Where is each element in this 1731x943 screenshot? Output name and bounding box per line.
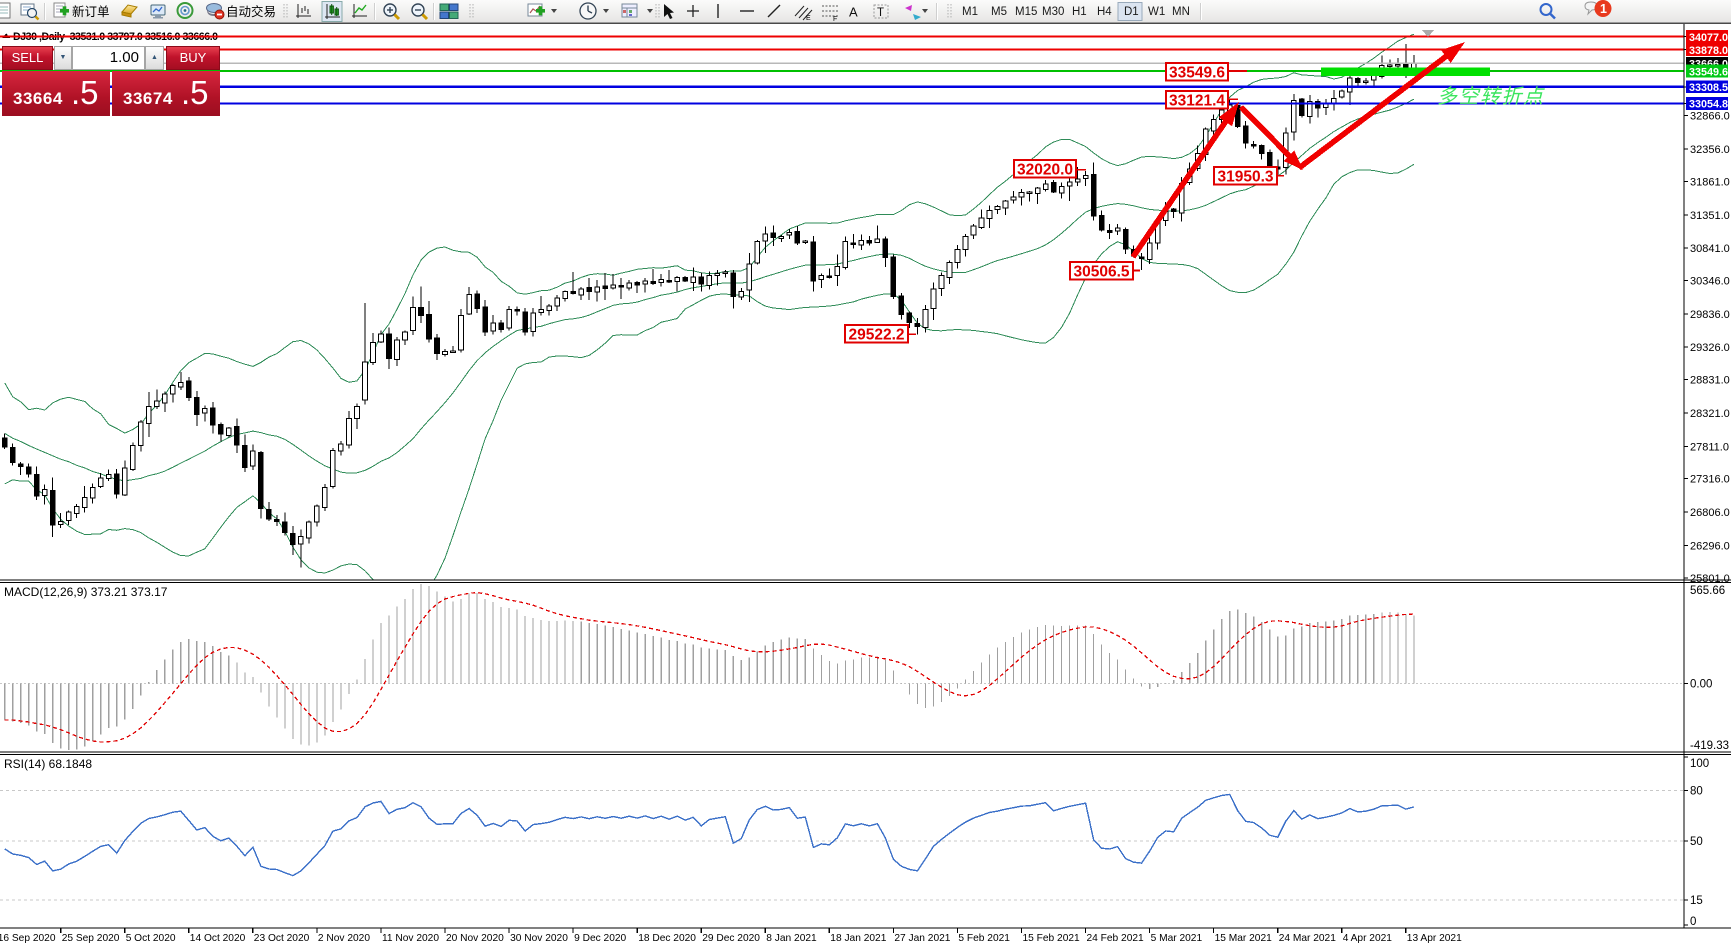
svg-text:5 Oct 2020: 5 Oct 2020 [126,933,176,943]
svg-text:E: E [806,15,811,22]
svg-text:26806.0: 26806.0 [1690,507,1730,519]
svg-text:16 Sep 2020: 16 Sep 2020 [0,933,56,943]
svg-text:33121.4: 33121.4 [1169,92,1225,109]
svg-text:15: 15 [1690,895,1703,907]
svg-text:RSI(14) 68.1848: RSI(14) 68.1848 [4,757,92,771]
svg-text:5 Feb 2021: 5 Feb 2021 [958,933,1010,943]
svg-text:5 Mar 2021: 5 Mar 2021 [1151,933,1203,943]
svg-text:33549.6: 33549.6 [1689,66,1728,78]
svg-text:11 Nov 2020: 11 Nov 2020 [382,933,439,943]
svg-text:29522.2: 29522.2 [848,326,904,343]
svg-text:32866.0: 32866.0 [1690,111,1730,123]
svg-text:T: T [877,7,884,19]
svg-text:24 Feb 2021: 24 Feb 2021 [1087,933,1145,943]
svg-text:MN: MN [1172,6,1190,18]
svg-text:28831.0: 28831.0 [1690,375,1730,387]
svg-text:-419.33: -419.33 [1690,740,1729,752]
svg-text:31950.3: 31950.3 [1217,168,1273,185]
svg-text:33549.6: 33549.6 [1169,64,1225,81]
svg-text:33308.5: 33308.5 [1689,82,1728,94]
svg-text:100: 100 [1690,758,1709,770]
svg-text:27811.0: 27811.0 [1690,441,1729,453]
svg-text:30841.0: 30841.0 [1690,243,1730,255]
svg-text:多空转折点: 多空转折点 [1437,86,1545,108]
svg-text:20 Nov 2020: 20 Nov 2020 [446,933,504,943]
svg-text:W1: W1 [1148,6,1165,18]
svg-text:H4: H4 [1097,6,1112,18]
svg-text:30 Nov 2020: 30 Nov 2020 [510,933,568,943]
svg-text:29836.0: 29836.0 [1690,309,1730,321]
svg-text:27 Jan 2021: 27 Jan 2021 [894,933,950,943]
svg-text:33054.8: 33054.8 [1689,99,1728,111]
svg-text:32020.0: 32020.0 [1017,161,1073,178]
svg-text:29 Dec 2020: 29 Dec 2020 [702,933,760,943]
svg-text:M1: M1 [962,6,978,18]
svg-text:9 Dec 2020: 9 Dec 2020 [574,933,626,943]
svg-text:50: 50 [1690,836,1703,848]
svg-text:24 Mar 2021: 24 Mar 2021 [1279,933,1337,943]
svg-text:A: A [849,5,858,20]
svg-text:14 Oct 2020: 14 Oct 2020 [190,933,246,943]
svg-text:F: F [833,16,837,23]
svg-text:23 Oct 2020: 23 Oct 2020 [254,933,310,943]
svg-text:18 Dec 2020: 18 Dec 2020 [638,933,696,943]
svg-text:31351.0: 31351.0 [1690,210,1730,222]
svg-text:MACD(12,26,9) 373.21 373.17: MACD(12,26,9) 373.21 373.17 [4,585,168,599]
svg-text:31861.0: 31861.0 [1690,176,1730,188]
svg-text:25801.0: 25801.0 [1690,573,1730,585]
svg-text:M5: M5 [991,6,1007,18]
svg-text:29326.0: 29326.0 [1690,342,1730,354]
svg-text:0.00: 0.00 [1690,679,1712,691]
svg-text:26296.0: 26296.0 [1690,540,1730,552]
svg-text:8 Jan 2021: 8 Jan 2021 [766,933,817,943]
svg-text:80: 80 [1690,786,1703,798]
svg-text:M15: M15 [1015,6,1037,18]
svg-text:25 Sep 2020: 25 Sep 2020 [62,933,120,943]
svg-text:H1: H1 [1072,6,1087,18]
svg-text:D1: D1 [1124,6,1139,18]
svg-text:13 Apr 2021: 13 Apr 2021 [1407,933,1462,943]
svg-text:32356.0: 32356.0 [1690,144,1730,156]
svg-text:M30: M30 [1042,6,1064,18]
svg-text:27316.0: 27316.0 [1690,474,1730,486]
svg-text:新订单: 新订单 [72,4,110,19]
svg-text:15 Mar 2021: 15 Mar 2021 [1215,933,1273,943]
svg-text:0: 0 [1690,916,1696,928]
svg-text:34077.0: 34077.0 [1689,32,1728,44]
svg-text:30346.0: 30346.0 [1690,276,1730,288]
svg-text:565.66: 565.66 [1690,585,1725,597]
svg-text:28321.0: 28321.0 [1690,408,1730,420]
svg-text:15 Feb 2021: 15 Feb 2021 [1023,933,1081,943]
svg-text:2 Nov 2020: 2 Nov 2020 [318,933,370,943]
svg-text:30506.5: 30506.5 [1073,263,1129,280]
svg-text:自动交易: 自动交易 [226,4,276,19]
svg-text:1: 1 [1600,2,1607,16]
svg-text:33878.0: 33878.0 [1689,45,1728,57]
svg-text:4 Apr 2021: 4 Apr 2021 [1343,933,1393,943]
svg-text:18 Jan 2021: 18 Jan 2021 [830,933,886,943]
